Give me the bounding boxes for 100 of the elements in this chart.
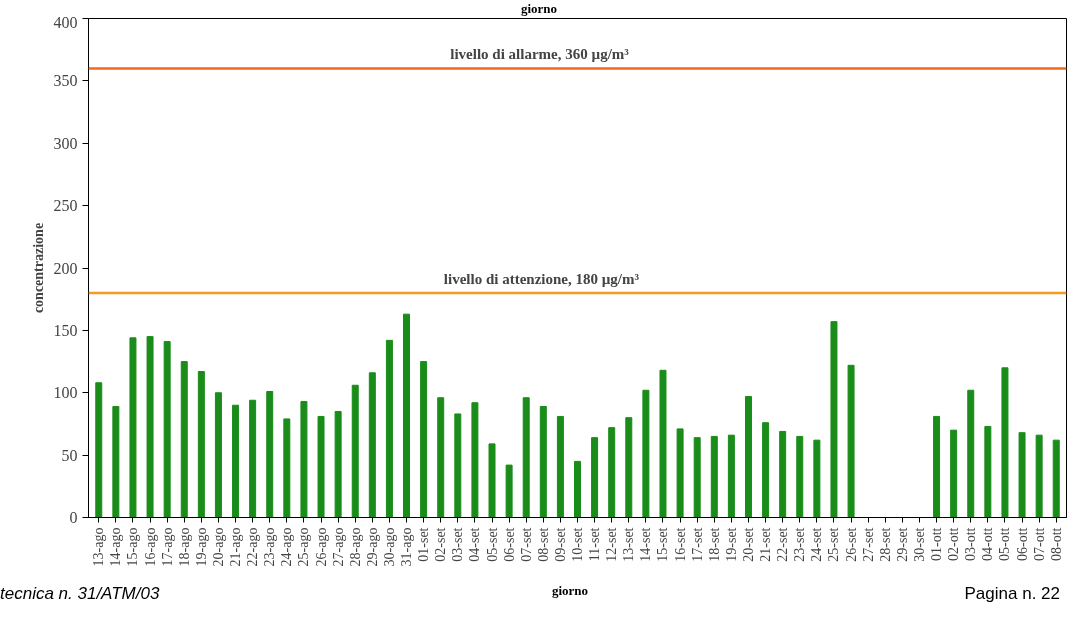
y-tick-label: 200 bbox=[53, 259, 78, 277]
y-tick-label: 350 bbox=[53, 72, 78, 90]
x-tick-label: 07-ott bbox=[1031, 527, 1047, 561]
x-tick-label: 15-set bbox=[655, 527, 671, 562]
bar bbox=[403, 313, 411, 518]
bar bbox=[659, 369, 667, 518]
x-tick-label: 25-ago bbox=[296, 527, 312, 567]
bar bbox=[710, 435, 718, 518]
x-tick-label: 27-set bbox=[860, 527, 876, 562]
x-tick-label: 03-ott bbox=[963, 527, 979, 561]
bar bbox=[146, 336, 154, 518]
x-tick-label: 19-ago bbox=[193, 527, 209, 567]
x-tick-label: 14-ago bbox=[108, 527, 124, 567]
x-tick-label: 30-set bbox=[911, 527, 927, 562]
bar bbox=[385, 339, 393, 518]
bar bbox=[779, 430, 787, 518]
bar bbox=[317, 415, 325, 518]
x-tick-label: 21-set bbox=[758, 527, 774, 562]
x-tick-label: 26-set bbox=[843, 527, 859, 562]
bar bbox=[591, 437, 599, 518]
y-tick-label: 400 bbox=[53, 13, 78, 31]
bar bbox=[556, 415, 564, 518]
x-tick-label: 14-set bbox=[638, 527, 654, 562]
bar bbox=[249, 399, 257, 518]
x-tick-label: 06-ott bbox=[1014, 527, 1030, 561]
x-tick-label: 29-set bbox=[894, 527, 910, 562]
bar bbox=[112, 405, 120, 518]
bar bbox=[847, 364, 855, 518]
x-tick-label: 07-set bbox=[518, 527, 534, 562]
x-tick-label: 23-set bbox=[792, 527, 808, 562]
x-tick-label: 21-ago bbox=[228, 527, 244, 567]
text: giorno bbox=[520, 0, 558, 18]
x-tick-label: 01-set bbox=[416, 527, 432, 562]
x-tick-label: 15-ago bbox=[125, 527, 141, 567]
x-tick-label: 25-set bbox=[826, 527, 842, 562]
bar bbox=[950, 429, 958, 518]
bar bbox=[642, 389, 650, 518]
bar bbox=[129, 337, 137, 518]
bar bbox=[984, 425, 992, 518]
bar bbox=[967, 389, 975, 518]
bar bbox=[676, 428, 684, 518]
x-tick-label: 27-ago bbox=[330, 527, 346, 567]
x-tick-label: 06-set bbox=[501, 527, 517, 562]
x-tick-label: 05-set bbox=[484, 527, 500, 562]
bar bbox=[744, 395, 752, 518]
bar bbox=[522, 397, 530, 518]
bar bbox=[830, 321, 838, 518]
x-tick-label: 26-ago bbox=[313, 527, 329, 567]
bar bbox=[180, 361, 188, 518]
x-tick-label: 22-ago bbox=[245, 527, 261, 567]
x-tick-label: 22-set bbox=[775, 527, 791, 562]
bar bbox=[454, 413, 462, 518]
x-tick-label: 10-set bbox=[570, 527, 585, 562]
y-tick-label: 250 bbox=[53, 197, 78, 215]
bar bbox=[214, 392, 222, 518]
bar bbox=[283, 418, 291, 518]
bar bbox=[1018, 432, 1026, 518]
ref-line-label: livello di attenzione, 180 µg/m³ bbox=[443, 270, 640, 287]
x-tick-label: 16-set bbox=[672, 527, 688, 562]
x-tick-label: 09-set bbox=[552, 527, 568, 562]
x-tick-label: 01-ott bbox=[929, 527, 945, 561]
bar bbox=[796, 435, 804, 518]
bar bbox=[266, 391, 274, 518]
x-tick-label: 17-ago bbox=[159, 527, 175, 567]
x-tick-label: 28-set bbox=[877, 527, 893, 562]
x-tick-label: 19-set bbox=[723, 527, 739, 562]
y-tick-label: 300 bbox=[53, 134, 78, 152]
bar bbox=[1001, 367, 1009, 518]
bar bbox=[539, 405, 547, 518]
x-tick-label: 16-ago bbox=[142, 527, 158, 567]
bar bbox=[574, 460, 581, 518]
x-tick-label: 17-set bbox=[689, 527, 705, 562]
text: tecnica n. 31/ATM/03 bbox=[0, 583, 160, 605]
x-tick-label: 05-ott bbox=[997, 527, 1013, 561]
x-tick-label: 04-ott bbox=[980, 527, 996, 561]
x-tick-label: 18-set bbox=[706, 527, 722, 562]
x-tick-label: 24-set bbox=[809, 527, 825, 562]
bar bbox=[471, 402, 479, 518]
bar bbox=[351, 384, 359, 518]
y-tick-label: 100 bbox=[53, 384, 78, 402]
x-tick-label: 20-ago bbox=[210, 527, 226, 567]
text: Pagina n. 22 bbox=[964, 583, 1060, 605]
bar bbox=[933, 415, 941, 518]
bar bbox=[300, 400, 308, 518]
x-tick-label: 02-set bbox=[433, 527, 449, 562]
bar bbox=[1052, 439, 1060, 518]
x-tick-label: 30-ago bbox=[381, 527, 397, 567]
x-tick-label: 23-ago bbox=[262, 527, 278, 567]
bar bbox=[95, 382, 103, 518]
y-tick-label: 50 bbox=[61, 446, 78, 464]
bar bbox=[505, 464, 513, 518]
bar bbox=[368, 372, 376, 518]
x-tick-label: 18-ago bbox=[176, 527, 192, 567]
bar bbox=[727, 434, 735, 518]
bar bbox=[693, 437, 701, 518]
x-tick-label: 13-set bbox=[621, 527, 637, 562]
x-tick-label: 24-ago bbox=[279, 527, 295, 567]
x-tick-label: 08-ott bbox=[1048, 527, 1064, 561]
x-tick-label: 11-set bbox=[587, 527, 603, 562]
y-tick-label: 150 bbox=[53, 321, 78, 339]
